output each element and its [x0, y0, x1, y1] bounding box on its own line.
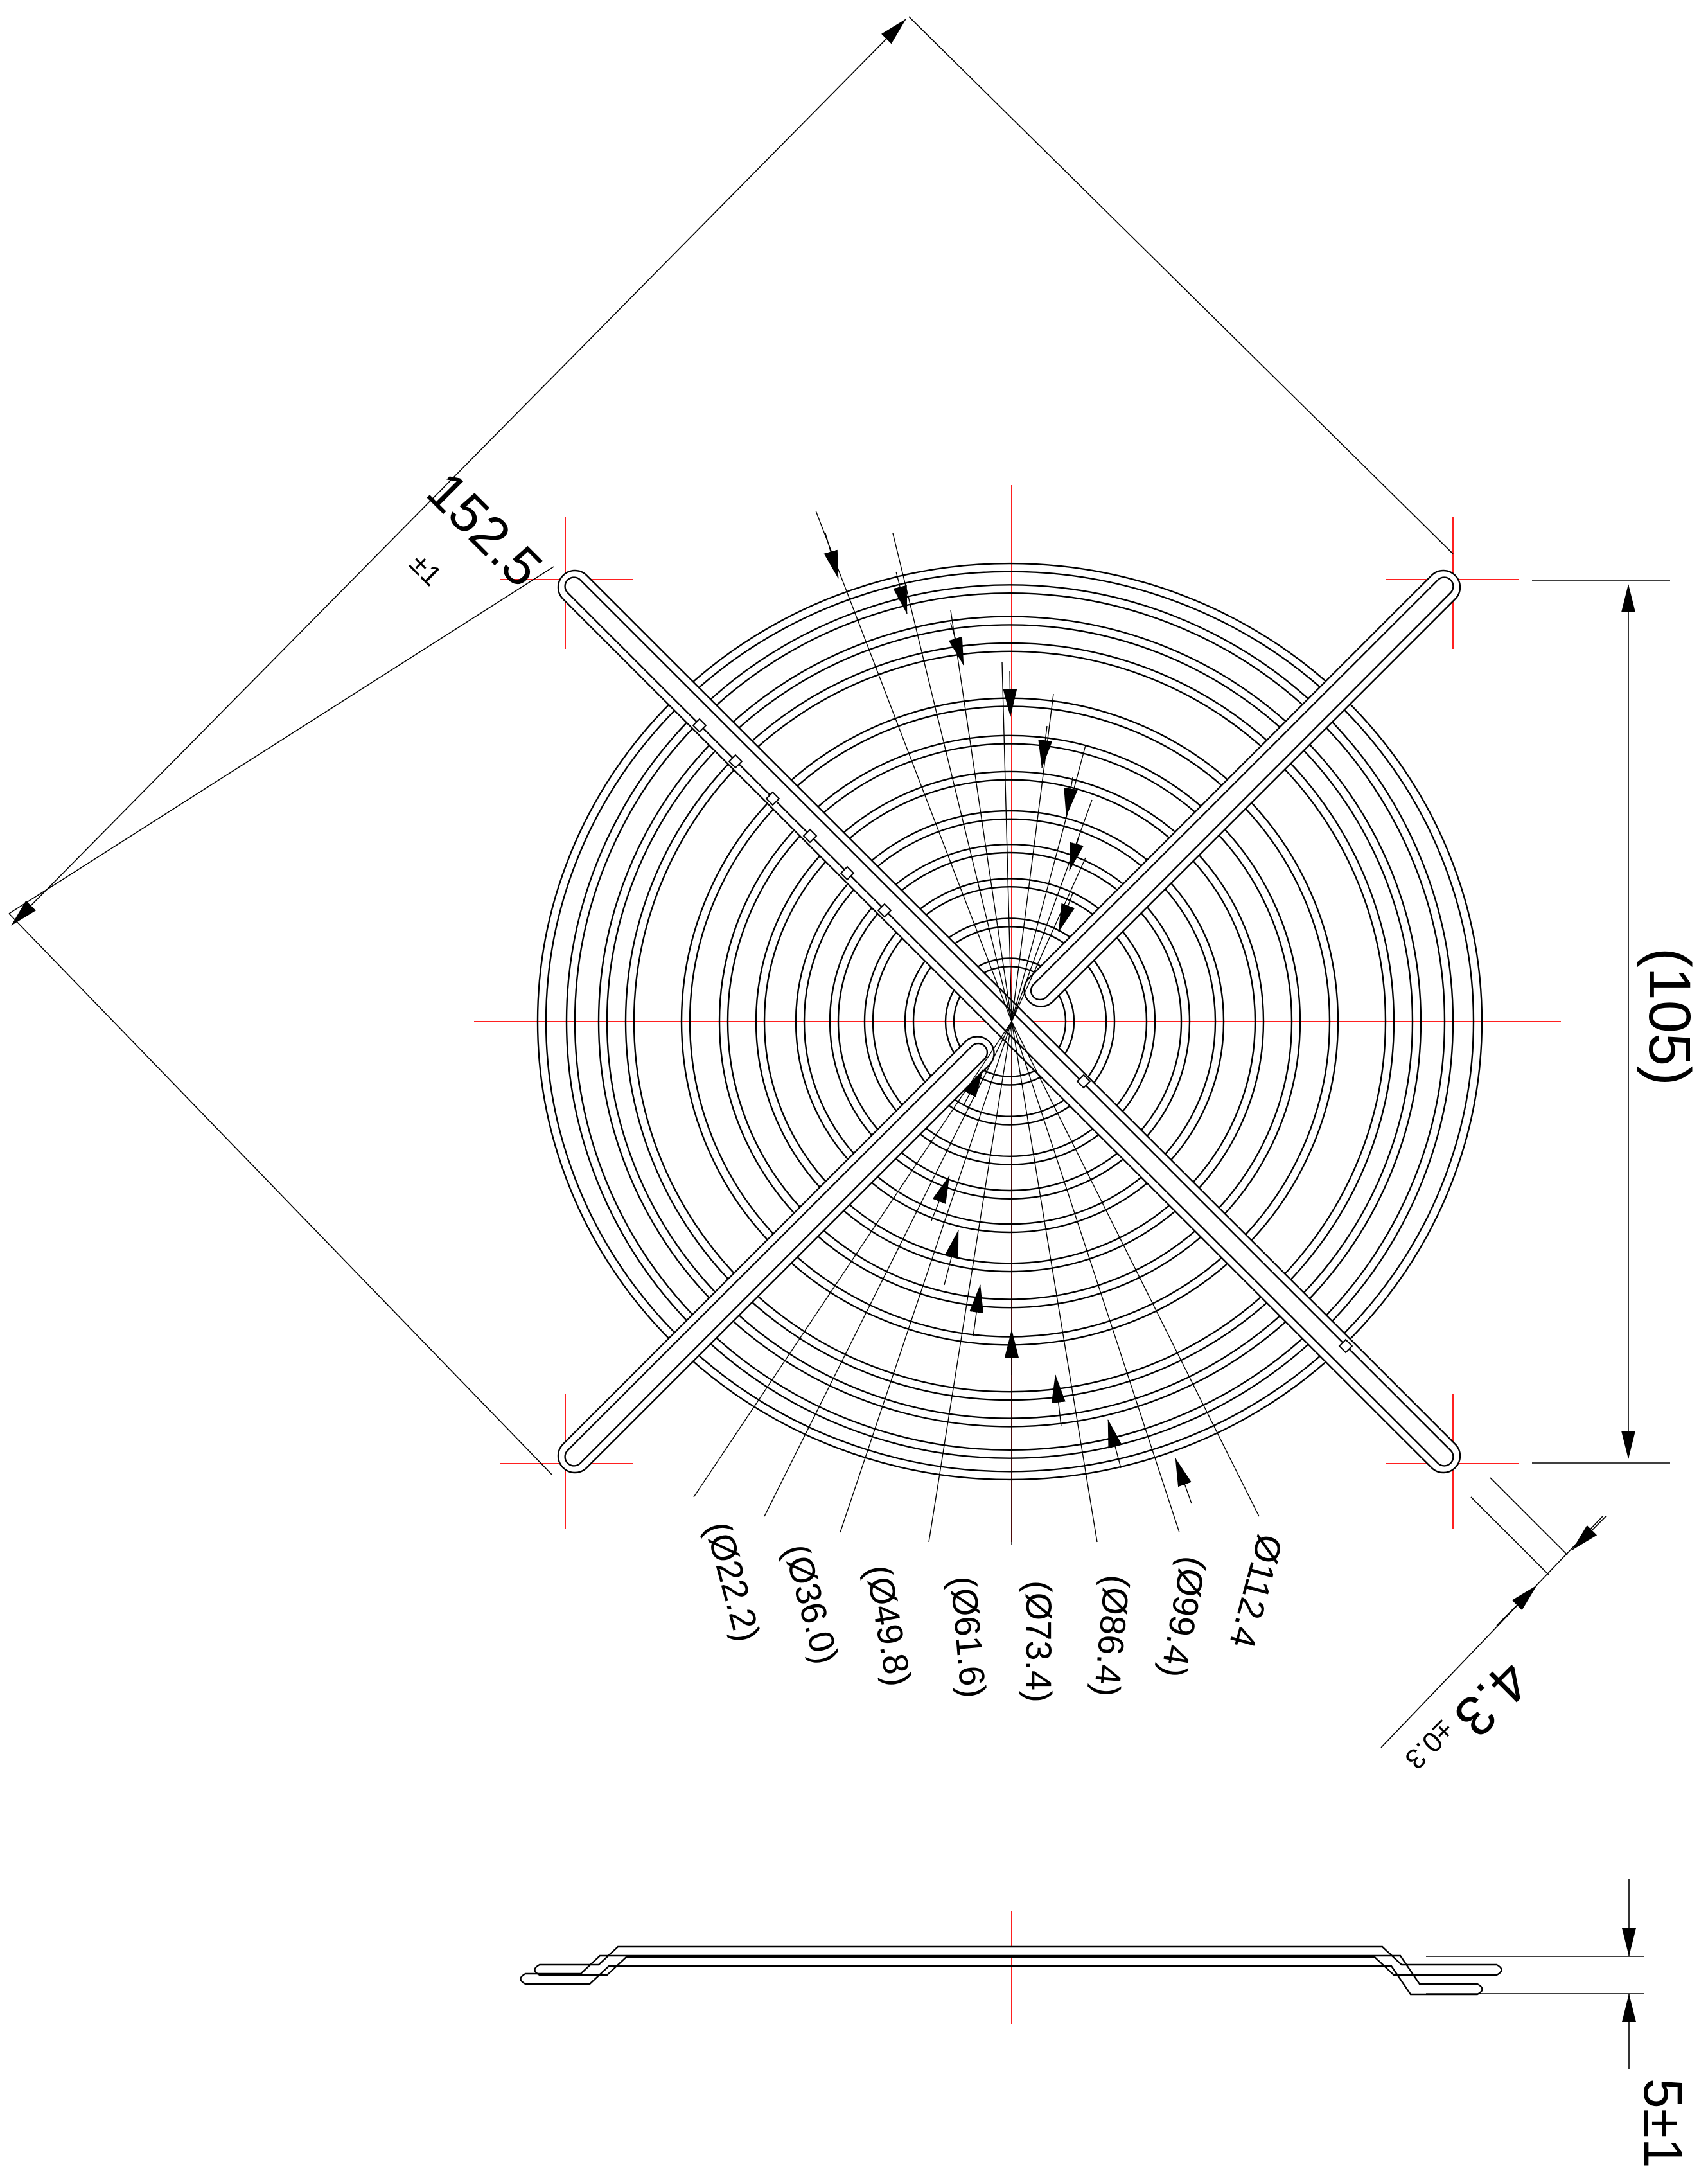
diagonal-dimension-tolerance: ±1 [403, 547, 448, 592]
guard-frame-ring [545, 571, 1475, 1473]
guard-ring-outline [624, 642, 1395, 1401]
guard-ring-outline [726, 743, 1293, 1300]
guard-ring-outline [912, 926, 1107, 1117]
guard-ring-outline [953, 966, 1067, 1077]
guard-ring-outline [565, 584, 1454, 1459]
ring-diameter-label: (Ø36.0) [776, 1540, 847, 1669]
hole-spacing-value: (105) [1637, 948, 1702, 1086]
guard-ring-outline [872, 885, 1148, 1158]
centerlines [474, 485, 1561, 2024]
diagonal-dimension [8, 16, 1454, 1476]
guard-ring-outline [763, 779, 1256, 1264]
slot-width-tolerance: ±0.3 [1399, 1714, 1460, 1775]
thickness-value: 5±1 [1633, 2078, 1693, 2168]
ring-diameter-label: (Ø99.4) [1153, 1554, 1214, 1681]
diameter-leaders [693, 510, 1260, 1545]
guard-frame-ring [536, 562, 1483, 1481]
ring-diameter-label: Ø112.4 [1222, 1530, 1290, 1653]
guard-ring-outline [795, 810, 1225, 1234]
guard-ring-outline [904, 917, 1116, 1126]
guard-ring-outline [837, 851, 1183, 1192]
guard-ring-outline [755, 770, 1265, 1273]
guard-ring-outline [718, 734, 1301, 1309]
arm-top-right-bottom-left [557, 569, 1461, 1474]
diameter-labels: (Ø22.2) (Ø36.0) (Ø49.8) (Ø61.6) (Ø73.4) … [698, 1518, 1290, 1703]
guard-ring-outline [606, 624, 1414, 1419]
guard-ring-outline [633, 650, 1387, 1393]
guard-ring-outline [829, 843, 1191, 1200]
ring-diameter-label: (Ø61.6) [943, 1575, 994, 1700]
guard-ring-outline [597, 616, 1422, 1428]
hole-spacing-dimension [1532, 580, 1670, 1464]
ring-diameter-label: (Ø49.8) [858, 1562, 919, 1689]
guard-ring-outline [803, 818, 1217, 1225]
guard-ring-outline [574, 592, 1446, 1451]
ring-diameter-label: (Ø86.4) [1086, 1573, 1137, 1699]
guard-ring-outline [863, 878, 1156, 1165]
slot-width-dimension [1380, 1477, 1607, 1748]
thickness-dimension [1426, 1879, 1644, 2069]
ring-diameter-label: (Ø22.2) [698, 1518, 768, 1646]
side-view [520, 1945, 1502, 1996]
ring-diameter-label: (Ø73.4) [1019, 1581, 1059, 1703]
